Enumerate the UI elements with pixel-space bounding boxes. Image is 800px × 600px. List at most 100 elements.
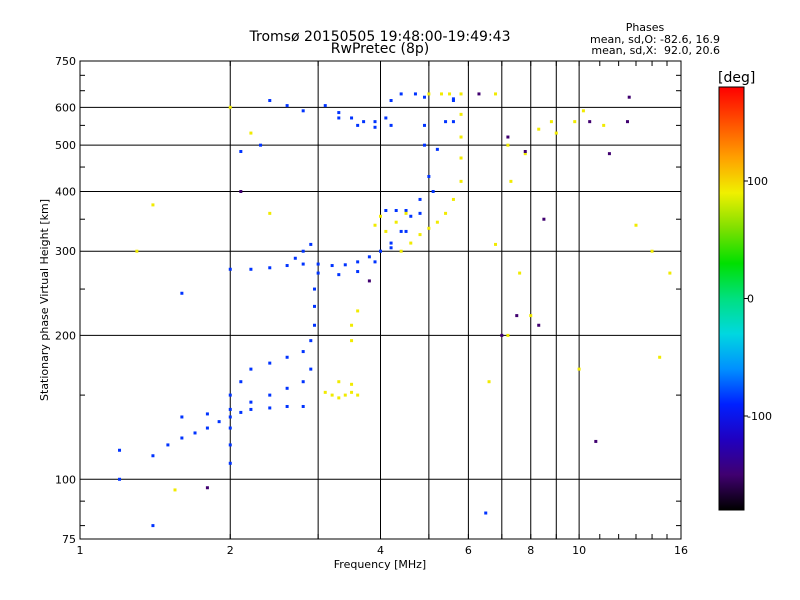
data-point xyxy=(658,355,662,359)
data-point xyxy=(506,135,510,139)
data-point xyxy=(356,393,360,397)
data-point xyxy=(373,120,377,124)
data-point xyxy=(650,249,654,253)
data-point xyxy=(193,431,197,435)
data-point xyxy=(577,367,581,371)
data-point xyxy=(343,263,347,267)
data-point xyxy=(356,309,360,313)
y-tick-label: 200 xyxy=(55,329,76,342)
data-point xyxy=(389,123,393,127)
y-tick-label: 600 xyxy=(55,101,76,114)
plot-frame xyxy=(79,60,682,540)
data-point xyxy=(312,304,316,308)
data-point xyxy=(312,323,316,327)
data-point xyxy=(518,271,522,275)
axis-ticks: 1 2 4 6 8 10 16 75 100 200 300 400 500 600 750 xyxy=(55,55,688,557)
data-point xyxy=(285,264,289,268)
data-point xyxy=(379,214,382,218)
data-points xyxy=(118,92,672,528)
chart-subtitle: RwPretec (8p) xyxy=(331,41,429,57)
data-point xyxy=(268,211,272,215)
data-point xyxy=(440,92,444,96)
data-point xyxy=(506,143,510,147)
x-tick-label: 1 xyxy=(77,544,84,557)
data-point xyxy=(537,127,541,131)
data-point xyxy=(228,415,232,419)
y-tick-label: 500 xyxy=(55,139,76,152)
data-point xyxy=(239,149,243,153)
data-point xyxy=(542,217,546,221)
data-point xyxy=(323,104,327,108)
data-point xyxy=(427,92,431,96)
data-point xyxy=(379,249,382,253)
data-point xyxy=(384,229,388,233)
data-point xyxy=(506,333,510,337)
data-point xyxy=(205,486,209,490)
stats-line-o: mean, sd,O: -82.6, 16.9 xyxy=(590,33,720,46)
data-point xyxy=(350,390,354,394)
data-point xyxy=(309,367,313,371)
data-point xyxy=(435,220,439,224)
data-point xyxy=(350,116,354,120)
data-point xyxy=(422,123,426,127)
stats-title: Phases xyxy=(626,21,665,34)
data-point xyxy=(389,241,393,245)
data-point xyxy=(413,92,417,96)
colorbar-ticks: 100 0 -100 xyxy=(744,175,772,423)
data-point xyxy=(384,209,388,213)
data-point xyxy=(399,229,403,233)
data-point xyxy=(228,443,232,447)
data-point xyxy=(285,386,289,390)
data-point xyxy=(435,147,439,151)
data-point xyxy=(484,511,488,515)
data-point xyxy=(166,443,170,447)
data-point xyxy=(151,524,155,528)
data-point xyxy=(422,95,426,99)
data-point xyxy=(509,179,513,183)
data-point xyxy=(523,149,527,153)
data-point xyxy=(494,242,498,246)
data-point xyxy=(330,264,334,268)
data-point xyxy=(451,197,455,201)
data-point xyxy=(239,410,243,414)
data-point xyxy=(118,448,122,452)
data-point xyxy=(151,454,155,458)
data-point xyxy=(205,426,209,430)
data-point xyxy=(399,249,403,253)
data-point xyxy=(312,287,316,291)
data-point xyxy=(249,407,253,411)
data-point xyxy=(173,488,177,492)
y-axis-label: Stationary phase Virtual Height [km] xyxy=(38,199,51,401)
data-point xyxy=(350,323,354,327)
data-point xyxy=(389,99,393,103)
data-point xyxy=(554,131,558,135)
data-point xyxy=(228,267,232,271)
data-point xyxy=(602,123,606,127)
data-point xyxy=(394,209,398,213)
data-point xyxy=(228,105,232,109)
y-tick-label: 300 xyxy=(55,245,76,258)
data-point xyxy=(459,156,463,160)
x-tick-label: 8 xyxy=(527,544,534,557)
data-point xyxy=(588,120,592,124)
data-point xyxy=(343,393,347,397)
data-point xyxy=(239,189,243,193)
data-point xyxy=(444,120,448,124)
data-point xyxy=(337,116,341,120)
data-point xyxy=(268,361,272,365)
grid xyxy=(80,61,681,539)
data-point xyxy=(418,233,422,237)
data-point xyxy=(309,242,313,246)
data-point xyxy=(625,120,629,124)
colorbar-label: [deg] xyxy=(718,70,755,86)
x-tick-label: 16 xyxy=(674,544,688,557)
data-point xyxy=(180,291,184,295)
data-point xyxy=(373,223,377,227)
data-point xyxy=(285,404,289,408)
data-point xyxy=(494,92,498,96)
data-point xyxy=(337,380,341,384)
data-point xyxy=(350,339,354,343)
data-point xyxy=(409,214,413,218)
x-tick-label: 6 xyxy=(465,544,472,557)
